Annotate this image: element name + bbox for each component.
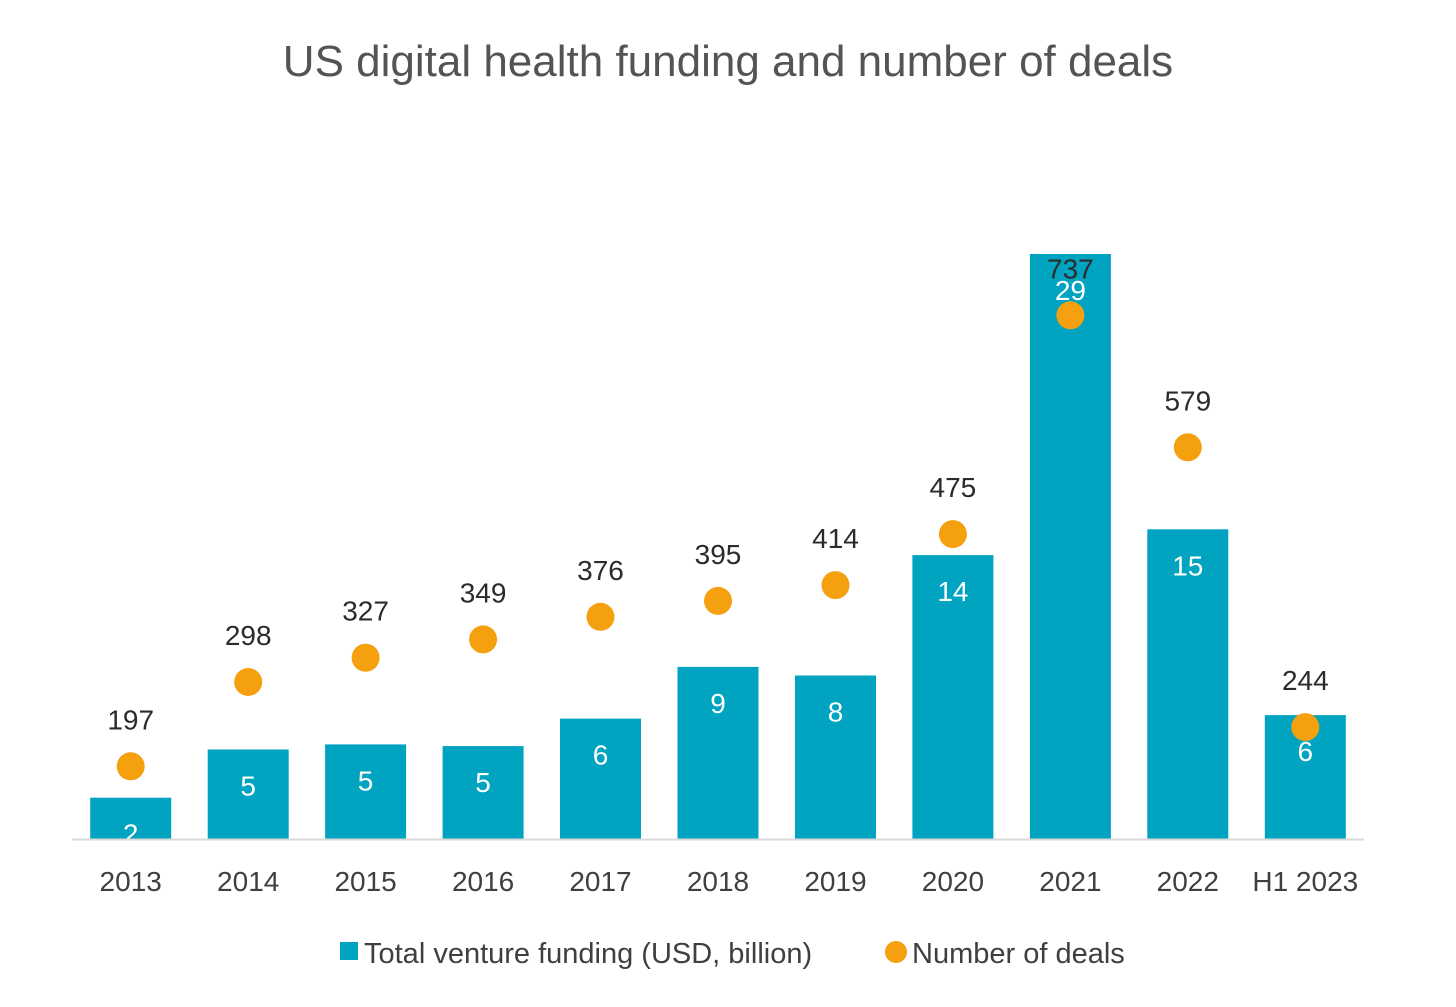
bar-value-label: 15 (1172, 550, 1203, 581)
x-tick-label: 2020 (922, 866, 984, 897)
deal-value-label: 327 (342, 596, 389, 627)
bar-value-label: 6 (1298, 736, 1314, 767)
bars-layer (90, 254, 1346, 839)
deal-value-label: 376 (577, 555, 624, 586)
deal-point-2016 (469, 625, 498, 654)
bar-value-label: 14 (937, 576, 968, 607)
bar-2013 (90, 797, 172, 839)
legend: Total venture funding (USD, billion) Num… (340, 938, 1125, 970)
deal-value-label: 579 (1164, 385, 1211, 416)
x-axis-ticks: 2013 2014 2015 2016 2017 2018 2019 2020 2021 2022… (100, 866, 1359, 897)
deal-value-label: 414 (812, 523, 859, 554)
deal-point-2013 (116, 752, 145, 781)
deal-value-label: 298 (225, 620, 272, 651)
deal-value-label: 349 (460, 577, 507, 608)
deal-value-label: 395 (695, 539, 742, 570)
deal-point-2014 (234, 668, 263, 696)
bar-2021 (1029, 254, 1111, 839)
bar-2020 (912, 555, 994, 839)
bar-2017 (560, 718, 641, 839)
deal-point-2021 (1056, 301, 1085, 330)
bar-2018 (677, 666, 759, 839)
bar-2019 (795, 675, 876, 839)
deal-value-label: 475 (930, 472, 977, 503)
deal-point-2020 (938, 520, 967, 549)
x-tick-label: 2019 (804, 866, 866, 897)
deal-point-2022 (1173, 433, 1202, 462)
bar-2016 (442, 746, 524, 839)
x-tick-label: 2015 (334, 866, 396, 897)
legend-swatch-deals (885, 941, 907, 963)
deal-point-2017 (586, 602, 615, 631)
x-tick-label: 2014 (217, 866, 279, 897)
bar-value-label: 5 (475, 767, 491, 798)
x-tick-label: 2022 (1157, 866, 1219, 897)
x-tick-label: 2017 (569, 866, 631, 897)
legend-item-funding: Total venture funding (USD, billion) (340, 938, 812, 970)
bar-value-label: 5 (240, 771, 256, 802)
legend-label-funding: Total venture funding (USD, billion) (364, 938, 812, 970)
bar-value-label: 29 (1055, 275, 1086, 306)
bar-value-label: 2 (123, 819, 139, 850)
bar-2015 (325, 744, 407, 839)
x-tick-label: 2016 (452, 866, 514, 897)
deal-point-2015 (351, 643, 380, 672)
x-tick-label: 2013 (100, 866, 162, 897)
bar-2022 (1147, 529, 1229, 839)
deal-value-label: 197 (107, 704, 154, 735)
bar-labels-layer: 2 5 5 5 6 9 8 14 29 15 6 (123, 275, 1313, 850)
deal-value-label: 244 (1282, 665, 1329, 696)
bar-value-label: 5 (358, 765, 374, 796)
bar-2014 (207, 749, 289, 839)
deal-point-2018 (704, 586, 732, 615)
x-tick-label: 2021 (1039, 866, 1101, 897)
legend-swatch-funding (340, 942, 358, 960)
deal-value-label: 737 (1047, 253, 1094, 284)
bar-value-label: 6 (593, 740, 609, 771)
x-tick-label: 2018 (687, 866, 749, 897)
bar-value-label: 8 (828, 697, 844, 728)
deal-point-h1-2023 (1291, 713, 1320, 742)
x-tick-label: H1 2023 (1252, 866, 1358, 897)
legend-item-deals: Number of deals (885, 938, 1125, 970)
bar-value-label: 9 (710, 688, 726, 719)
dots-layer (116, 301, 1320, 781)
deal-point-2019 (821, 571, 850, 600)
legend-label-deals: Number of deals (912, 938, 1125, 970)
chart-title: US digital health funding and number of … (283, 37, 1173, 86)
